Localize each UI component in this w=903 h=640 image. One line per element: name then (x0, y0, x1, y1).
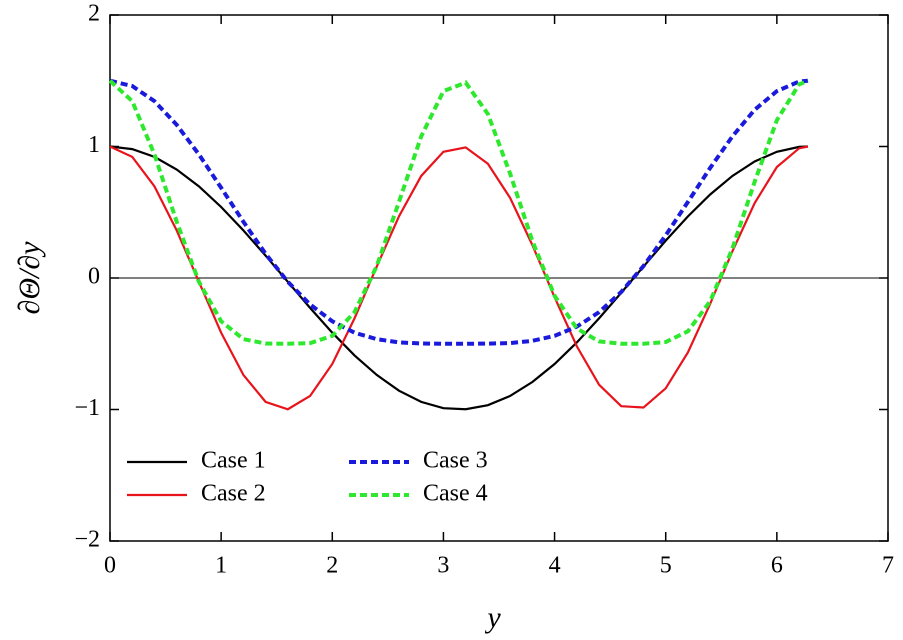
legend-label: Case 1 (201, 448, 266, 474)
y-axis-label: ∂Θ/∂y (13, 241, 46, 315)
plot-frame (109, 14, 889, 542)
y-tick-label: −1 (74, 395, 100, 421)
y-tick-label: −2 (74, 527, 100, 553)
series-line (109, 145, 809, 411)
y-tick-label: 0 (88, 264, 100, 290)
legend-label: Case 4 (423, 481, 488, 507)
x-tick-label: 0 (104, 553, 116, 579)
x-tick-label: 1 (215, 553, 227, 579)
x-tick-label: 6 (771, 553, 783, 579)
y-tick-label: 2 (88, 1, 100, 27)
x-tick-label: 7 (882, 553, 894, 579)
series-line (108, 78, 809, 346)
x-tick-label: 5 (660, 553, 672, 579)
x-tick-label: 4 (549, 553, 561, 579)
y-tick-label: 1 (88, 132, 100, 158)
x-axis-label: y (484, 601, 501, 634)
legend-label: Case 3 (423, 448, 488, 474)
x-tick-label: 3 (437, 553, 449, 579)
x-tick-label: 2 (326, 553, 338, 579)
legend-label: Case 2 (201, 481, 266, 507)
series-line (109, 78, 809, 346)
series-line (109, 145, 809, 411)
